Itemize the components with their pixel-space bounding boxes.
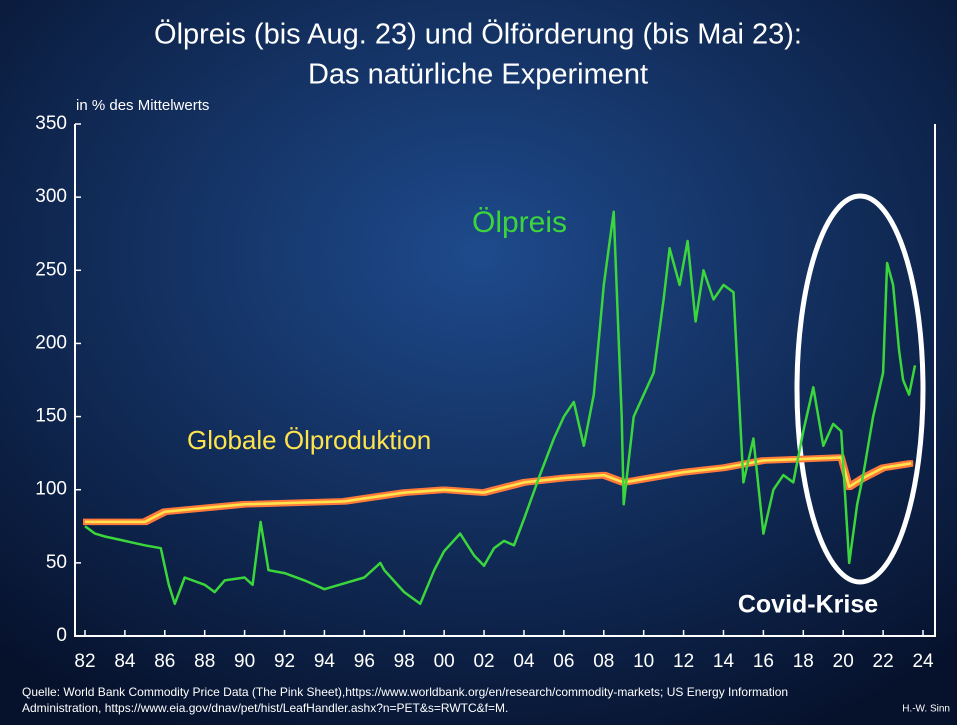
y-tick-label: 350 bbox=[35, 113, 67, 134]
x-tick-label: 16 bbox=[753, 651, 774, 672]
x-tick-label: 10 bbox=[633, 651, 654, 672]
highlight-ellipse bbox=[794, 193, 926, 585]
x-tick-label: 84 bbox=[114, 651, 136, 672]
x-tick-label: 96 bbox=[354, 651, 375, 672]
x-tick-label: 86 bbox=[154, 651, 175, 672]
source-note: Quelle: World Bank Commodity Price Data … bbox=[22, 685, 788, 699]
x-tick-label: 02 bbox=[473, 651, 494, 672]
x-tick-label: 92 bbox=[274, 651, 295, 672]
x-tick-label: 04 bbox=[513, 651, 535, 672]
y-tick-label: 300 bbox=[35, 186, 67, 207]
chart-title: Das natürliche Experiment bbox=[308, 59, 648, 91]
chart-title: Ölpreis (bis Aug. 23) und Ölförderung (b… bbox=[154, 19, 802, 51]
x-tick-label: 20 bbox=[833, 651, 854, 672]
x-tick-label: 82 bbox=[74, 651, 95, 672]
author: H.-W. Sinn bbox=[902, 704, 950, 715]
x-tick-label: 90 bbox=[234, 651, 255, 672]
y-tick-label: 250 bbox=[35, 259, 67, 280]
x-tick-label: 88 bbox=[194, 651, 215, 672]
series-label: Globale Ölproduktion bbox=[187, 425, 431, 455]
x-tick-label: 94 bbox=[314, 651, 336, 672]
x-tick-label: 18 bbox=[793, 651, 814, 672]
series-label: Ölpreis bbox=[472, 206, 567, 239]
axes bbox=[74, 124, 936, 637]
x-tick-label: 14 bbox=[713, 651, 735, 672]
y-tick-label: 0 bbox=[56, 625, 67, 646]
y-tick-label: 150 bbox=[35, 406, 67, 427]
production-line bbox=[85, 456, 912, 524]
y-tick-label: 200 bbox=[35, 332, 67, 353]
x-tick-label: 12 bbox=[673, 651, 694, 672]
source-note: Administration, https://www.eia.gov/dnav… bbox=[22, 701, 508, 715]
y-tick-label: 100 bbox=[35, 479, 67, 500]
x-tick-label: 98 bbox=[394, 651, 415, 672]
x-tick-label: 06 bbox=[553, 651, 574, 672]
x-tick-label: 24 bbox=[912, 651, 934, 672]
x-tick-label: 08 bbox=[593, 651, 614, 672]
oil-price-line bbox=[84, 210, 917, 606]
annotation: Covid-Krise bbox=[738, 591, 878, 619]
x-tick-label: 22 bbox=[873, 651, 894, 672]
y-tick-label: 50 bbox=[46, 552, 67, 573]
x-tick-label: 00 bbox=[434, 651, 455, 672]
y-axis-label: in % des Mittelwerts bbox=[76, 97, 209, 114]
